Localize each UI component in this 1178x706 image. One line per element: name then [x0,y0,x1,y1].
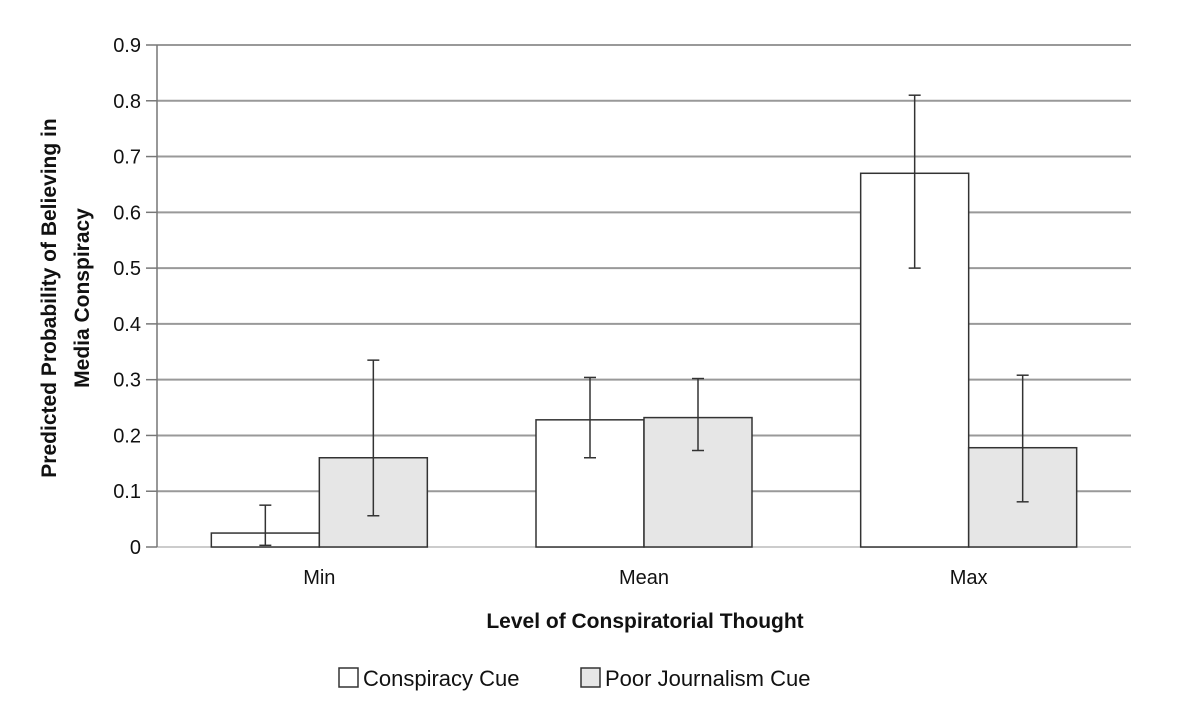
x-axis-title: Level of Conspiratorial Thought [486,610,803,633]
legend-label: Poor Journalism Cue [605,666,810,691]
y-tick-label: 0.1 [113,481,141,503]
y-tick-label: 0.2 [113,425,141,447]
y-axis-title-line-2: Media Conspiracy [71,208,94,388]
y-tick-label: 0 [130,537,141,559]
y-tick-label: 0.6 [113,202,141,224]
x-axis-ticks: Min Mean Max [303,567,987,589]
legend-label: Conspiracy Cue [363,666,520,691]
y-axis-title-line-1: Predicted Probability of Believing in [38,118,61,477]
y-tick-label: 0.9 [113,35,141,57]
legend: Conspiracy Cue Poor Journalism Cue [338,666,810,691]
y-tick-label: 0.3 [113,370,141,392]
error-bars [259,94,1029,547]
y-tick-label: 0.7 [113,147,141,169]
bars [210,172,1078,548]
y-axis-title: Predicted Probability of Believing in Me… [38,118,94,477]
legend-swatch [338,667,359,688]
x-tick-label: Max [950,567,988,589]
y-tick-label: 0.5 [113,258,141,280]
x-tick-label: Mean [619,567,669,589]
y-tick-label: 0.4 [113,314,141,336]
x-tick-label: Min [303,567,335,589]
y-tick-label: 0.8 [113,91,141,113]
legend-swatch [580,667,601,688]
y-axis-ticks: 0 0.1 0.2 0.3 0.4 0.5 0.6 0.7 0.8 0.9 [113,35,158,559]
